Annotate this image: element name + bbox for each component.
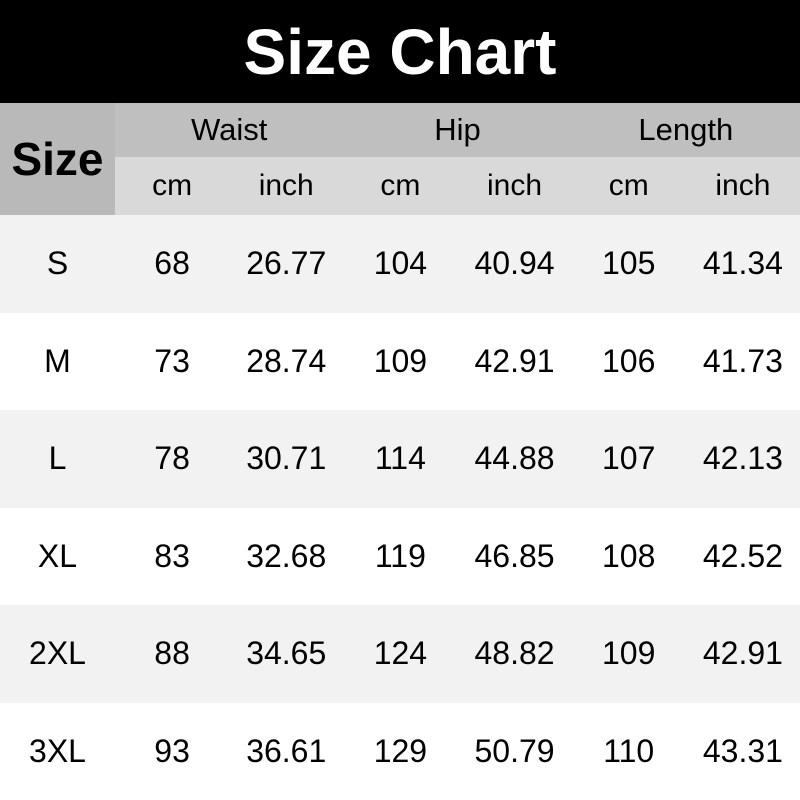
table-row: XL 83 32.68 119 46.85 108 42.52 [0,507,800,605]
unit-header-length-cm: cm [571,157,686,215]
size-label: XL [0,507,115,605]
table-row: 3XL 93 36.61 129 50.79 110 43.31 [0,702,800,800]
title-banner: Size Chart [0,0,800,103]
value-cell: 83 [115,507,230,605]
value-cell: 30.71 [229,410,344,508]
value-cell: 36.61 [229,702,344,800]
value-cell: 34.65 [229,605,344,703]
value-cell: 46.85 [457,507,572,605]
group-header-length: Length [571,103,800,157]
size-label: L [0,410,115,508]
table-row: L 78 30.71 114 44.88 107 42.13 [0,410,800,508]
value-cell: 28.74 [229,312,344,410]
value-cell: 68 [115,215,230,313]
value-cell: 42.13 [685,410,800,508]
value-cell: 41.34 [685,215,800,313]
value-cell: 104 [343,215,458,313]
value-cell: 108 [571,507,686,605]
unit-header-length-inch: inch [685,157,800,215]
value-cell: 88 [115,605,230,703]
value-cell: 107 [571,410,686,508]
value-cell: 44.88 [457,410,572,508]
group-header-row: Size Waist Hip Length [0,103,800,215]
value-cell: 48.82 [457,605,572,703]
value-cell: 42.91 [457,312,572,410]
value-cell: 105 [571,215,686,313]
size-label: 3XL [0,702,115,800]
value-cell: 73 [115,312,230,410]
value-cell: 42.91 [685,605,800,703]
size-label: 2XL [0,605,115,703]
value-cell: 106 [571,312,686,410]
unit-header-waist-inch: inch [229,157,344,215]
value-cell: 26.77 [229,215,344,313]
group-header-waist: Waist [115,103,344,157]
value-cell: 124 [343,605,458,703]
value-cell: 109 [571,605,686,703]
unit-header-waist-cm: cm [115,157,230,215]
value-cell: 114 [343,410,458,508]
value-cell: 129 [343,702,458,800]
unit-header-row: cm inch cm inch cm inch [0,157,800,215]
value-cell: 41.73 [685,312,800,410]
value-cell: 42.52 [685,507,800,605]
size-label: M [0,312,115,410]
value-cell: 119 [343,507,458,605]
value-cell: 93 [115,702,230,800]
value-cell: 32.68 [229,507,344,605]
page-title: Size Chart [243,15,557,88]
table-row: 2XL 88 34.65 124 48.82 109 42.91 [0,605,800,703]
size-table: Size Waist Hip Length cm inch cm inch cm… [0,103,800,800]
group-header-hip: Hip [343,103,572,157]
value-cell: 78 [115,410,230,508]
value-cell: 43.31 [685,702,800,800]
size-column-header: Size [0,103,115,215]
value-cell: 40.94 [457,215,572,313]
table-row: S 68 26.77 104 40.94 105 41.34 [0,215,800,313]
value-cell: 50.79 [457,702,572,800]
unit-header-hip-cm: cm [343,157,458,215]
value-cell: 109 [343,312,458,410]
size-label: S [0,215,115,313]
unit-header-hip-inch: inch [457,157,572,215]
table-row: M 73 28.74 109 42.91 106 41.73 [0,312,800,410]
value-cell: 110 [571,702,686,800]
